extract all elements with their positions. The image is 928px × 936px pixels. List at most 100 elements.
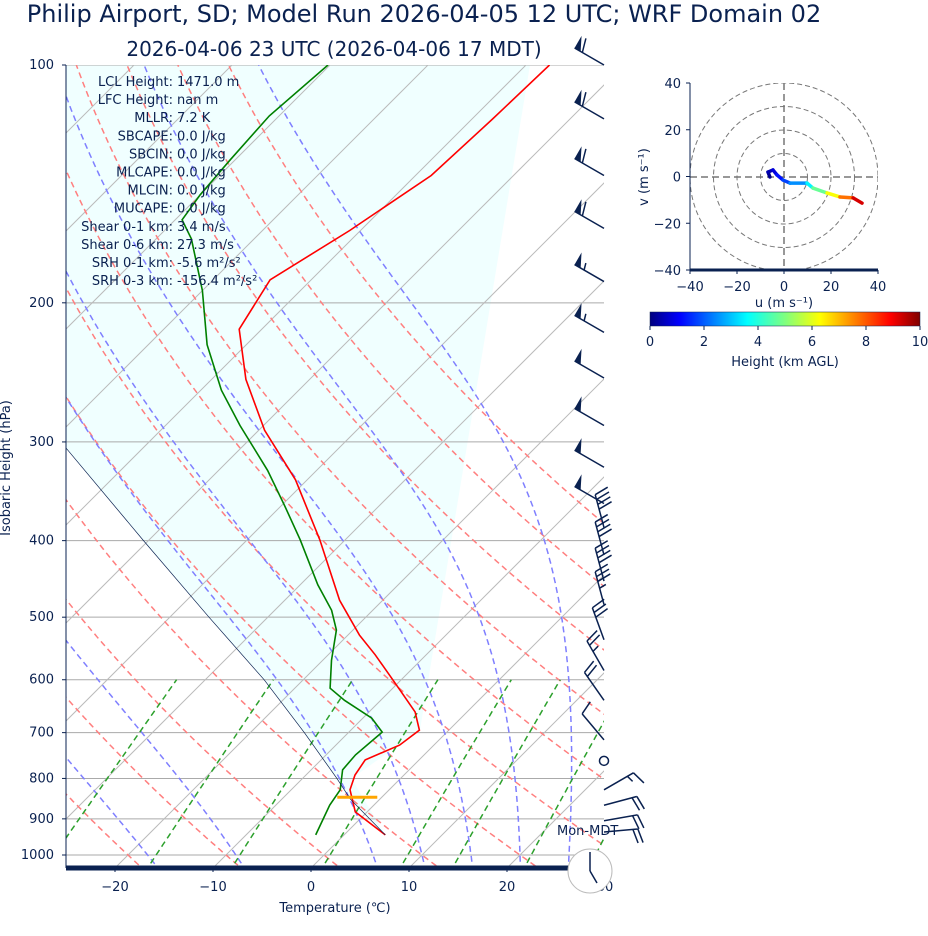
moist-adiabat <box>66 396 379 868</box>
mixing-ratio-lines <box>66 679 604 868</box>
barb-full <box>593 603 607 614</box>
hodograph-y-tick-label: −20 <box>654 217 681 232</box>
y-axis-label: Isobaric Height (hPa) <box>0 400 14 536</box>
dry-adiabat <box>66 286 604 847</box>
wind-barb <box>574 35 605 66</box>
wind-barb <box>574 146 605 177</box>
dry-adiabat <box>66 498 441 868</box>
calm-circle <box>598 755 610 767</box>
figure-title: Philip Airport, SD; Model Run 2026-04-05… <box>27 0 821 28</box>
moist-adiabat <box>66 756 159 868</box>
mixing-ratio-line <box>451 679 561 868</box>
barb-half <box>583 313 587 322</box>
barb-full <box>581 701 591 715</box>
y-tick-label: 100 <box>29 58 54 73</box>
y-tick-label: 700 <box>29 726 54 741</box>
barb-full <box>581 148 587 164</box>
figure-subtitle: 2026-04-06 23 UTC (2026-04-06 17 MDT) <box>126 37 541 61</box>
dry-adiabat <box>66 395 540 868</box>
barb-half <box>583 262 587 271</box>
hodograph-y-tick-label: −40 <box>654 264 681 279</box>
barb-staff <box>574 47 605 66</box>
wind-barb <box>574 199 605 230</box>
y-tick-label: 600 <box>29 673 54 688</box>
barb-full <box>586 630 598 642</box>
hodograph-y-tick-label: 0 <box>673 171 681 186</box>
barb-pennant <box>574 348 582 365</box>
wind-barb <box>574 474 605 505</box>
isotherm <box>66 280 604 820</box>
barb-full <box>594 486 609 496</box>
hodograph-x-label: u (m s⁻¹) <box>755 296 813 311</box>
barb-staff <box>603 828 638 833</box>
isotherm <box>310 574 604 868</box>
wind-barb <box>574 303 605 334</box>
dry-adiabat <box>227 65 604 525</box>
barb-full <box>598 554 612 564</box>
barb-half <box>626 775 634 782</box>
isotherm <box>699 65 928 872</box>
wind-barb <box>603 814 645 830</box>
hodograph-x-tick-label: 20 <box>823 280 840 295</box>
stat-label: Shear 0-6 km: <box>81 238 173 253</box>
stat-label: SRH 0-1 km: <box>92 256 173 271</box>
dewpoint-line <box>181 65 384 836</box>
stat-value: -5.6 m²/s² <box>177 256 241 271</box>
barb-full <box>637 828 644 843</box>
barb-staff <box>581 713 605 741</box>
barb-full <box>597 523 611 533</box>
x-ticks: −20−100102030 <box>101 868 613 895</box>
stat-label: SBCAPE: <box>118 129 173 144</box>
temperature-line <box>238 65 551 836</box>
barb-staff <box>603 814 638 822</box>
barb-full <box>596 568 610 578</box>
barb-staff <box>574 101 605 120</box>
hodograph-x-tick-label: 0 <box>780 280 788 295</box>
barb-pennant <box>574 252 582 269</box>
moist-adiabat <box>143 65 522 868</box>
barb-pennant <box>574 396 582 413</box>
x-tick-label: −10 <box>199 880 226 895</box>
mixing-ratio-line <box>399 679 512 868</box>
wind-barb <box>594 486 612 528</box>
barb-staff <box>574 210 605 230</box>
hodograph-segment <box>838 195 855 200</box>
barb-full <box>597 496 611 505</box>
barb-staff <box>574 157 605 177</box>
moist-adiabat <box>258 65 573 868</box>
dry-adiabats <box>66 65 604 868</box>
stat-value: 0.0 J/kg <box>177 129 226 144</box>
barb-full <box>595 608 609 618</box>
stat-label: LCL Height: <box>98 75 173 90</box>
mixing-ratio-line <box>146 679 274 868</box>
barb-pennant <box>574 199 582 215</box>
barb-full <box>594 540 609 549</box>
barb-staff <box>574 485 605 505</box>
y-tick-label: 1000 <box>21 848 54 863</box>
barb-full <box>581 92 587 107</box>
y-tick-label: 900 <box>29 812 54 827</box>
wind-barb <box>598 755 610 767</box>
barb-staff <box>574 360 605 379</box>
wind-barb <box>603 772 645 791</box>
x-axis-label: Temperature (℃) <box>278 901 390 916</box>
barb-full <box>594 563 609 573</box>
dry-adiabat <box>66 696 243 868</box>
barb-staff <box>574 449 605 468</box>
hodograph-segment <box>851 196 864 205</box>
dry-adiabat <box>66 168 604 781</box>
dry-adiabat <box>66 792 144 868</box>
barb-full <box>588 634 601 646</box>
isotherm <box>797 65 928 872</box>
y-tick-label: 500 <box>29 610 54 625</box>
barb-staff <box>594 548 605 582</box>
wind-barb <box>574 348 605 379</box>
barb-pennant <box>574 438 582 454</box>
barb-staff <box>583 671 605 701</box>
stat-label: Shear 0-1 km: <box>81 220 173 235</box>
barb-full <box>583 660 595 673</box>
x-tick-label: 20 <box>499 880 516 895</box>
barb-half <box>599 583 607 589</box>
isotherms <box>66 65 928 872</box>
